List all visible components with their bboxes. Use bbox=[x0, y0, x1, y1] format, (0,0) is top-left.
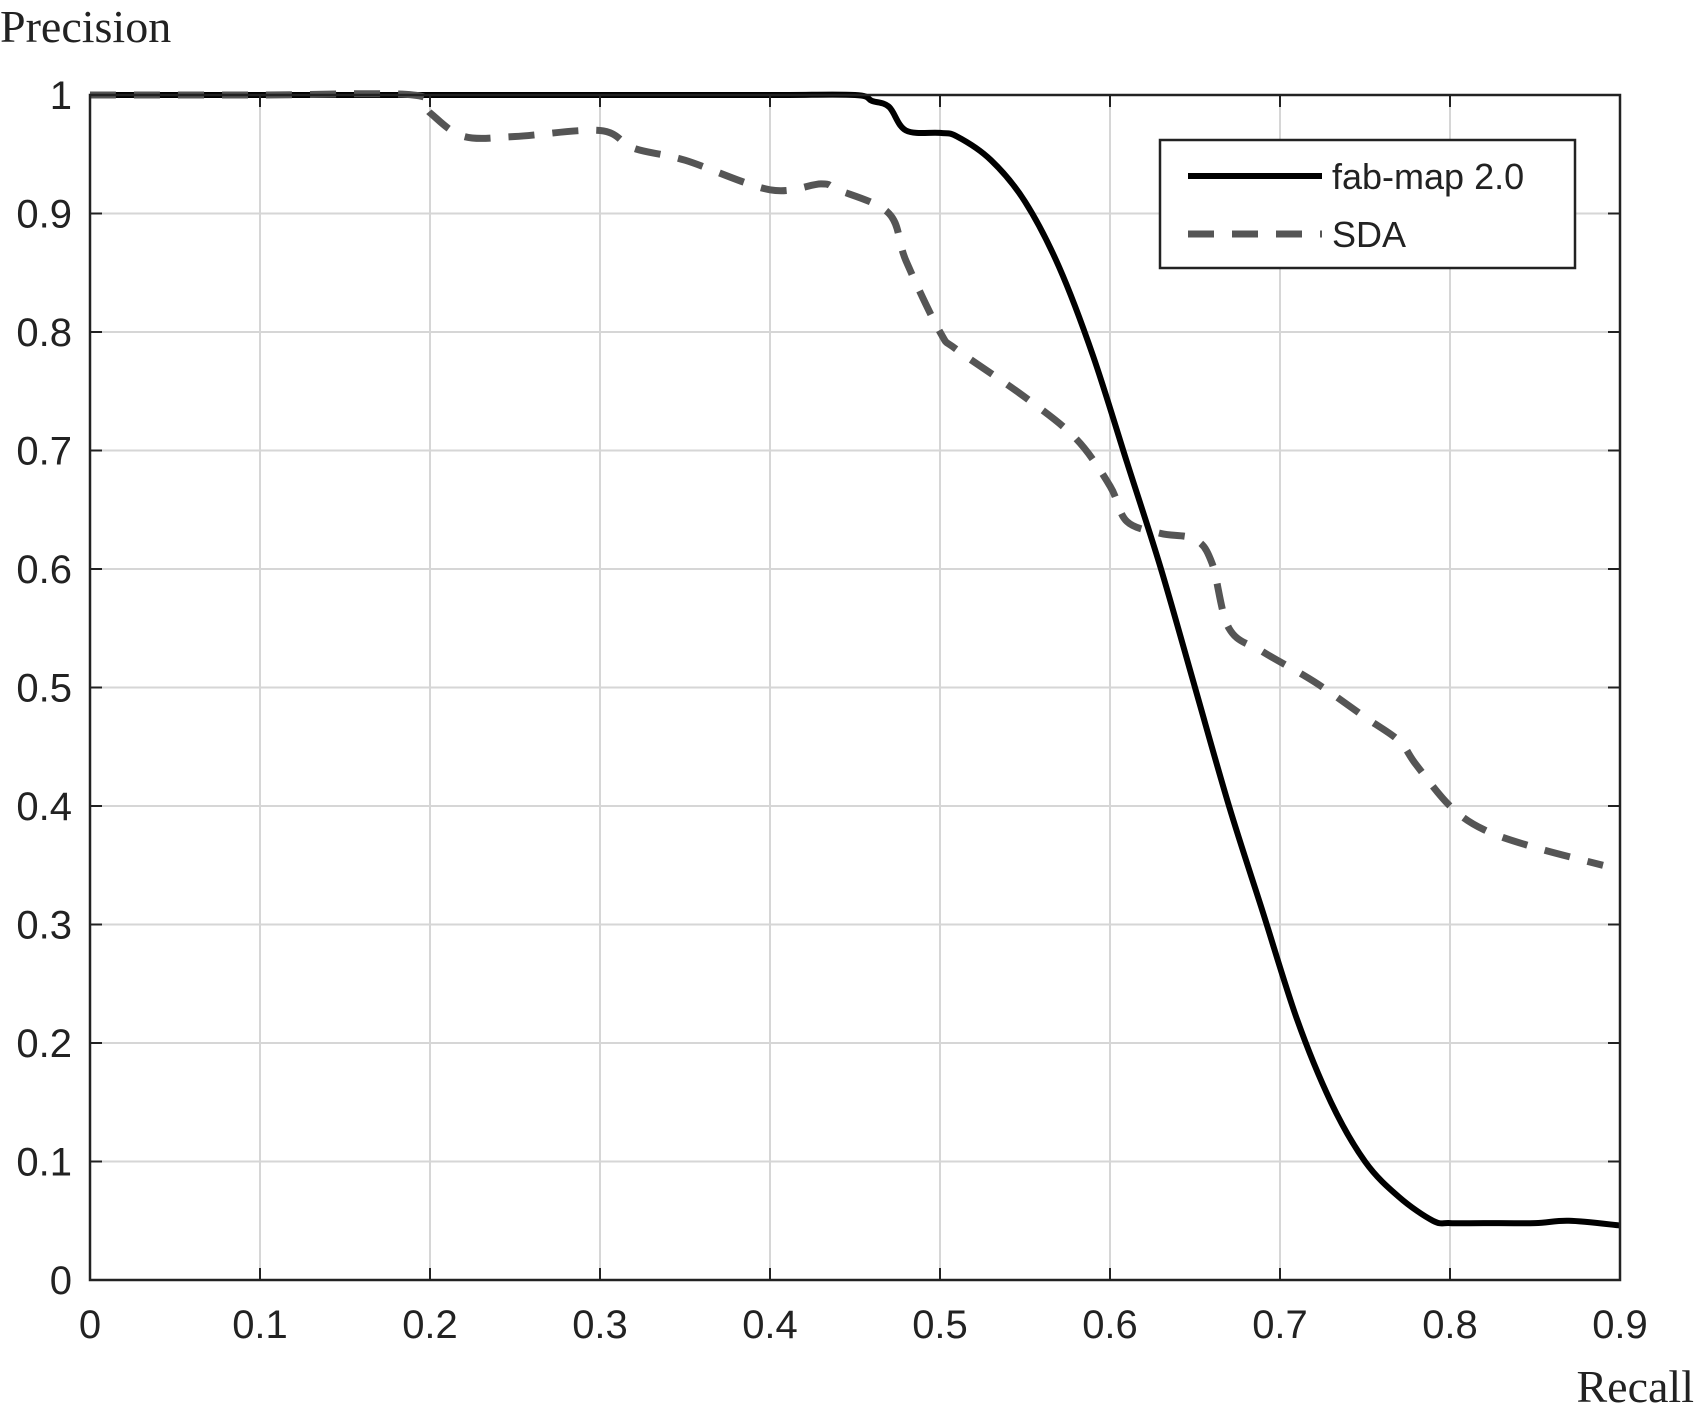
y-tick-label: 0.9 bbox=[16, 193, 72, 237]
series-line-sda bbox=[89, 90, 1604, 869]
y-tick-label: 0.8 bbox=[16, 311, 72, 355]
y-tick-label: 0.7 bbox=[16, 430, 72, 474]
y-tick-label: 0.5 bbox=[16, 667, 72, 711]
y-tick-label: 0.4 bbox=[16, 785, 72, 829]
y-tick-label: 0.3 bbox=[16, 904, 72, 948]
y-tick-label: 1 bbox=[50, 74, 72, 118]
y-tick-label: 0.2 bbox=[16, 1022, 72, 1066]
x-axis-title: Recall bbox=[1577, 1361, 1695, 1409]
y-tick-label: 0.6 bbox=[16, 548, 72, 592]
tick-labels: 0 0.1 0.2 0.3 0.4 0.5 0.6 0.7 0.8 0.9 0 0.1 0.2 0.3 0.… bbox=[16, 74, 1647, 1347]
x-tick-label: 0.1 bbox=[232, 1303, 288, 1347]
x-tick-label: 0.2 bbox=[402, 1303, 458, 1347]
x-tick-label: 0.4 bbox=[742, 1303, 798, 1347]
legend: fab-map 2.0 SDA bbox=[1158, 138, 1577, 270]
x-tick-label: 0.8 bbox=[1422, 1303, 1478, 1347]
x-tick-label: 0 bbox=[79, 1303, 101, 1347]
x-tick-label: 0.7 bbox=[1252, 1303, 1308, 1347]
grid-lines bbox=[90, 95, 1620, 1280]
legend-label: fab-map 2.0 bbox=[1332, 156, 1524, 197]
x-tick-label: 0.3 bbox=[572, 1303, 628, 1347]
y-axis-title: Precision bbox=[0, 1, 171, 52]
y-tick-label: 0 bbox=[50, 1259, 72, 1303]
legend-box bbox=[1158, 138, 1577, 270]
x-tick-label: 0.5 bbox=[912, 1303, 968, 1347]
y-tick-label: 0.1 bbox=[16, 1141, 72, 1185]
x-tick-label: 0.6 bbox=[1082, 1303, 1138, 1347]
legend-label: SDA bbox=[1332, 214, 1406, 255]
x-tick-label: 0.9 bbox=[1592, 1303, 1648, 1347]
